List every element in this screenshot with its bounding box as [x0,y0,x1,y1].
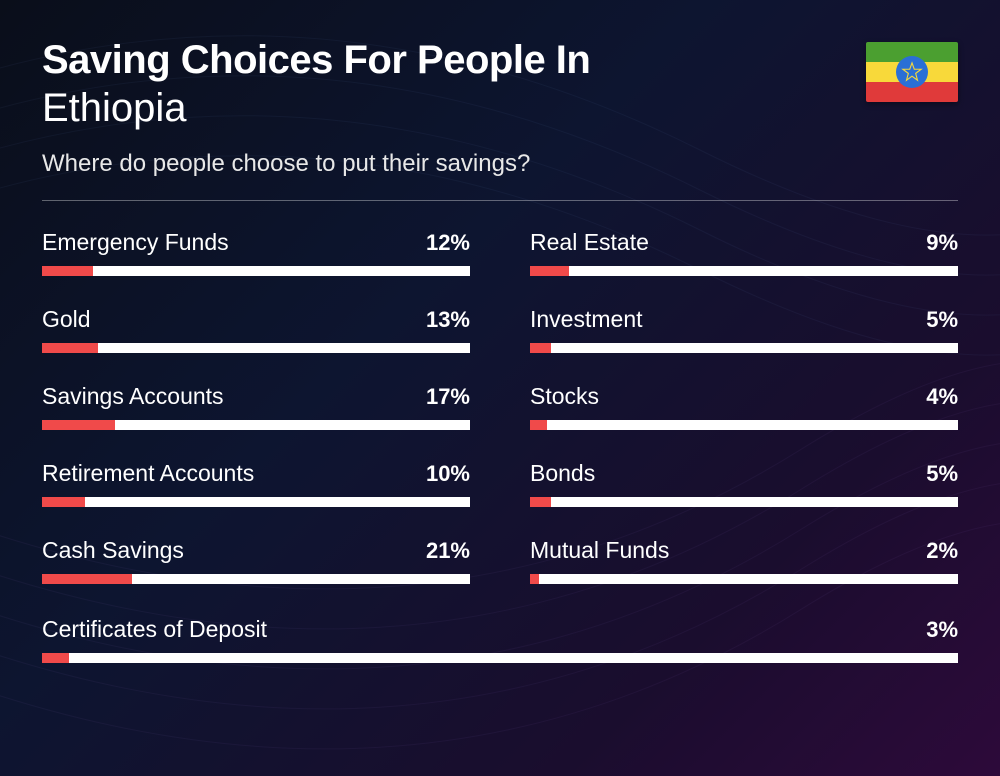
bar-track [530,497,958,507]
bar-label: Retirement Accounts [42,460,254,487]
bar-track [42,653,958,663]
full-width-item: Certificates of Deposit 3% [42,616,958,663]
bar-fill [42,653,69,663]
bar-fill [530,574,539,584]
bar-item-row: Real Estate 9% [530,229,958,256]
bar-label: Stocks [530,383,599,410]
bar-value: 4% [926,384,958,410]
bar-item-row: Savings Accounts 17% [42,383,470,410]
bar-fill [42,497,85,507]
bar-fill [42,420,115,430]
bar-item: Mutual Funds 2% [530,537,958,584]
bar-value: 21% [426,538,470,564]
bar-fill [42,266,93,276]
bar-item: Real Estate 9% [530,229,958,276]
right-column: Real Estate 9% Investment 5% Stocks 4% Bonds 5%… [530,229,958,614]
bar-label: Bonds [530,460,595,487]
bar-item: Stocks 4% [530,383,958,430]
bar-item: Gold 13% [42,306,470,353]
bar-label: Gold [42,306,91,333]
bar-fill [530,266,569,276]
bar-value: 12% [426,230,470,256]
bar-track [530,343,958,353]
bar-value: 9% [926,230,958,256]
bar-item-row: Cash Savings 21% [42,537,470,564]
bar-label: Mutual Funds [530,537,669,564]
bar-value: 17% [426,384,470,410]
bar-value: 5% [926,307,958,333]
bar-track [530,574,958,584]
bar-label: Savings Accounts [42,383,224,410]
title-light: Ethiopia [42,84,958,132]
bar-track [42,420,470,430]
bar-track [42,343,470,353]
bar-fill [530,497,551,507]
divider [42,200,958,201]
bar-item: Investment 5% [530,306,958,353]
bar-fill [42,574,132,584]
bar-item-row: Mutual Funds 2% [530,537,958,564]
columns: Emergency Funds 12% Gold 13% Savings Account… [42,229,958,614]
bar-label: Certificates of Deposit [42,616,267,643]
bar-value: 3% [926,617,958,643]
bar-item: Retirement Accounts 10% [42,460,470,507]
bar-track [42,266,470,276]
bar-track [530,420,958,430]
bar-track [42,574,470,584]
bar-item: Cash Savings 21% [42,537,470,584]
bar-value: 13% [426,307,470,333]
title-bold: Saving Choices For People In [42,38,958,82]
bar-value: 5% [926,461,958,487]
bar-item: Certificates of Deposit 3% [42,616,958,663]
bar-item-row: Investment 5% [530,306,958,333]
left-column: Emergency Funds 12% Gold 13% Savings Account… [42,229,470,614]
bar-label: Real Estate [530,229,649,256]
bar-item-row: Retirement Accounts 10% [42,460,470,487]
bar-item: Bonds 5% [530,460,958,507]
bar-track [42,497,470,507]
bar-fill [530,343,551,353]
flag-ethiopia [866,42,958,102]
bar-item: Emergency Funds 12% [42,229,470,276]
bar-fill [42,343,98,353]
bar-item-row: Stocks 4% [530,383,958,410]
bar-label: Cash Savings [42,537,184,564]
header: Saving Choices For People In Ethiopia Wh… [42,38,958,201]
bar-label: Emergency Funds [42,229,229,256]
bar-item-row: Gold 13% [42,306,470,333]
bar-item-row: Certificates of Deposit 3% [42,616,958,643]
flag-emblem [896,56,928,88]
subtitle: Where do people choose to put their savi… [42,150,958,178]
bar-item: Savings Accounts 17% [42,383,470,430]
bar-value: 10% [426,461,470,487]
bar-fill [530,420,547,430]
bar-track [530,266,958,276]
bar-value: 2% [926,538,958,564]
bar-label: Investment [530,306,643,333]
bar-item-row: Emergency Funds 12% [42,229,470,256]
bar-item-row: Bonds 5% [530,460,958,487]
